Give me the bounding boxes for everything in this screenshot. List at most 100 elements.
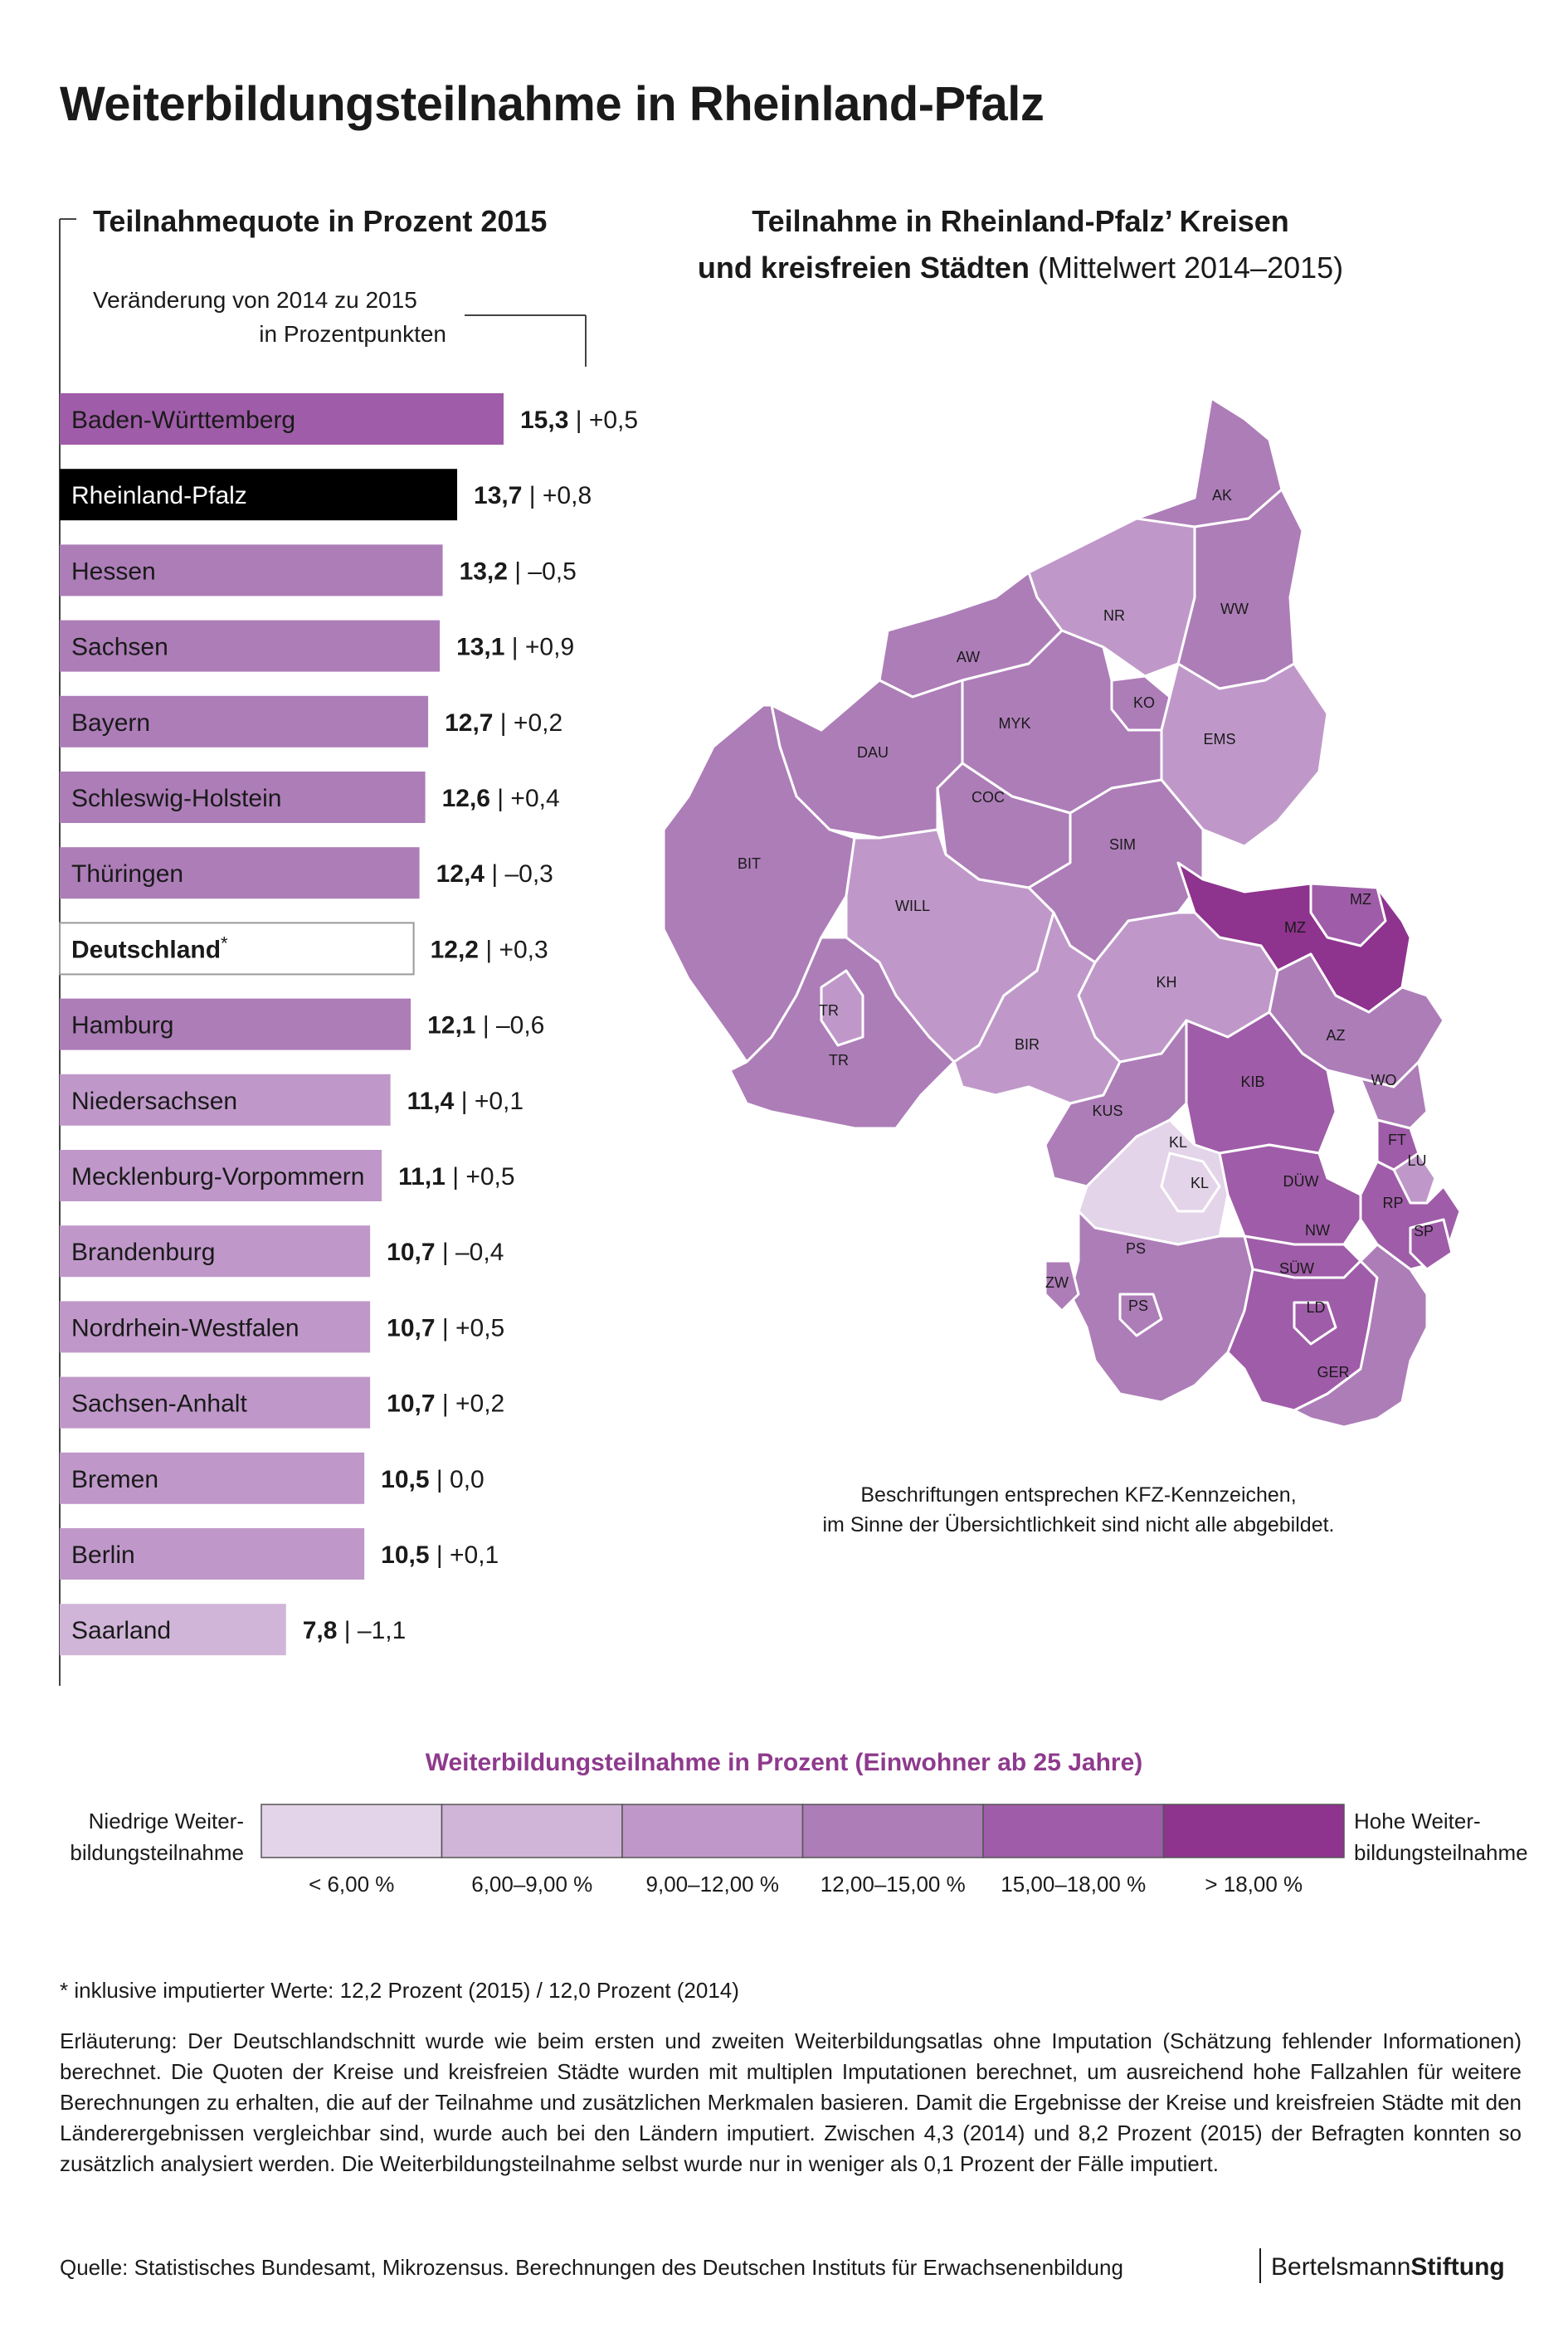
source-note: Quelle: Statistisches Bundesamt, Mikroze… bbox=[60, 2255, 1123, 2280]
region-mz bbox=[1309, 882, 1387, 947]
bar-category-label: Bremen bbox=[71, 1466, 158, 1493]
map-note-line1: Beschriftungen entsprechen KFZ-Kennzeich… bbox=[860, 1483, 1297, 1507]
map-region-label: LU bbox=[1407, 1152, 1426, 1169]
map-title-rest: (Mittelwert 2014–2015) bbox=[1029, 251, 1344, 285]
bar-category-label: Saarland bbox=[71, 1617, 171, 1644]
color-legend: < 6,00 % 6,00–9,00 % 9,00–12,00 % 12,00–15,… bbox=[261, 1804, 1345, 1897]
legend-swatch bbox=[982, 1804, 1165, 1858]
bar-value-label: 12,1 | –0,6 bbox=[427, 1012, 544, 1040]
legend-class-label: > 18,00 % bbox=[1205, 1872, 1303, 1897]
change-label-line1: Veränderung von 2014 zu 2015 bbox=[93, 287, 417, 313]
map-region-label: SIM bbox=[1109, 836, 1136, 853]
legend-high-label-line2: bildungsteilnahme bbox=[1354, 1840, 1528, 1865]
legend-swatch bbox=[621, 1804, 804, 1858]
bar-value-label: 13,7 | +0,8 bbox=[474, 482, 592, 509]
bar-category-label: Mecklenburg-Vorpommern bbox=[71, 1163, 364, 1191]
legend-swatch bbox=[801, 1804, 984, 1858]
bar-value-label: 12,7 | +0,2 bbox=[445, 709, 562, 737]
legend-class-label: 12,00–15,00 % bbox=[821, 1872, 966, 1897]
bar-value-label: 13,2 | –0,5 bbox=[460, 558, 577, 585]
region-zw bbox=[1044, 1259, 1080, 1312]
bar bbox=[60, 695, 429, 747]
bar bbox=[60, 1528, 365, 1580]
map-region-label: COC bbox=[971, 789, 1005, 806]
map-region-label: BIR bbox=[1015, 1036, 1040, 1053]
footnote: * inklusive imputierter Werte: 12,2 Proz… bbox=[60, 1978, 739, 2003]
page-title: Weiterbildungsteilnahme in Rheinland-Pfa… bbox=[60, 77, 1045, 131]
map-region-label: WO bbox=[1371, 1072, 1397, 1088]
legend-swatch bbox=[441, 1804, 623, 1858]
map-region-label: NR bbox=[1103, 607, 1125, 624]
brand-divider bbox=[1259, 2248, 1261, 2283]
bar-category-label: Nordrhein-Westfalen bbox=[71, 1314, 299, 1342]
bar-value-label: 12,6 | +0,4 bbox=[442, 785, 560, 812]
region-sp bbox=[1409, 1218, 1454, 1271]
legend-swatch bbox=[1162, 1804, 1345, 1858]
bar-category-label: Bayern bbox=[71, 709, 150, 737]
map-region-label: WW bbox=[1220, 601, 1249, 617]
region-ps-rural bbox=[1069, 1210, 1254, 1404]
legend-class-label: 9,00–12,00 % bbox=[646, 1872, 779, 1897]
region-kl bbox=[1160, 1152, 1221, 1213]
region-kib bbox=[1185, 1010, 1337, 1155]
map-region-label: SP bbox=[1414, 1223, 1434, 1239]
bar-value-label: 11,1 | +0,5 bbox=[398, 1163, 514, 1191]
bar-value-label: 10,7 | +0,5 bbox=[387, 1314, 504, 1342]
bar-value-label: 12,4 | –0,3 bbox=[436, 860, 553, 888]
map-region-label: AW bbox=[957, 649, 980, 665]
bar-value-label: 7,8 | –1,1 bbox=[303, 1617, 407, 1644]
bar bbox=[60, 393, 504, 445]
map-region-label: MZ bbox=[1350, 891, 1371, 908]
map-title-line2: und kreisfreien Städten (Mittelwert 2014… bbox=[647, 251, 1394, 285]
bar bbox=[60, 1074, 391, 1126]
region-ps bbox=[1118, 1293, 1163, 1337]
bar-value-label: 11,4 | +0,1 bbox=[407, 1088, 523, 1115]
bar bbox=[60, 772, 426, 823]
legend-class-label: < 6,00 % bbox=[309, 1872, 394, 1897]
bar-category-label: Hamburg bbox=[71, 1012, 173, 1040]
map-region-label: MYK bbox=[998, 715, 1030, 732]
map-region-label: KL bbox=[1191, 1175, 1209, 1191]
bar-category-label: Deutschland* bbox=[71, 933, 228, 963]
bar-category-label: Sachsen-Anhalt bbox=[71, 1390, 247, 1418]
bar bbox=[60, 1604, 286, 1656]
bar-group: Baden-Württemberg 15,3 | +0,5 Rheinland-Pf… bbox=[59, 393, 638, 1656]
bar-value-label: 10,5 | +0,1 bbox=[381, 1541, 499, 1569]
bar-category-label: Rheinland-Pfalz bbox=[71, 482, 247, 509]
map-region-label: PS bbox=[1128, 1298, 1148, 1314]
map-region-label: KIB bbox=[1240, 1074, 1264, 1090]
legend-swatch bbox=[261, 1804, 443, 1858]
region-duew bbox=[1218, 1143, 1362, 1246]
brand-part1: Bertelsmann bbox=[1271, 2253, 1411, 2281]
bar bbox=[59, 922, 415, 976]
bar bbox=[60, 1225, 371, 1278]
bar-value-label: 13,1 | +0,9 bbox=[456, 634, 574, 661]
bar bbox=[60, 620, 441, 672]
map-region-label: PS bbox=[1126, 1240, 1146, 1257]
map-note-line2: im Sinne der Übersichtlichkeit sind nich… bbox=[822, 1513, 1335, 1536]
bar-value-label: 10,7 | –0,4 bbox=[387, 1239, 504, 1266]
map-region-label: ZW bbox=[1045, 1274, 1069, 1291]
map-region-label: AZ bbox=[1326, 1027, 1345, 1044]
map-region-label: SÜW bbox=[1279, 1260, 1314, 1277]
bar-value-label: 12,2 | +0,3 bbox=[431, 936, 548, 963]
map-region-label: NW bbox=[1305, 1222, 1330, 1239]
map-region-label: WILL bbox=[895, 898, 930, 914]
map-region-label: DAU bbox=[857, 744, 889, 761]
map-region-label: LD bbox=[1306, 1299, 1325, 1316]
bar-category-label: Baden-Württemberg bbox=[71, 407, 295, 434]
bar bbox=[60, 998, 411, 1050]
bar bbox=[60, 1376, 371, 1429]
map-title-line1: Teilnahme in Rheinland-Pfalz’ Kreisen bbox=[752, 204, 1289, 238]
bar-category-label: Sachsen bbox=[71, 634, 168, 661]
region-az bbox=[1268, 952, 1445, 1088]
rlp-map: AK NR WW AW KO MYK EMS DAU COC SIM BIT WILL MZ MZ KH TR… bbox=[662, 397, 1462, 1429]
map-region-label: EMS bbox=[1203, 731, 1235, 747]
bar-value-label: 10,5 | 0,0 bbox=[381, 1466, 485, 1493]
map-region-label: KL bbox=[1169, 1134, 1187, 1151]
legend-title: Weiterbildungsteilnahme in Prozent (Einw… bbox=[425, 1749, 1143, 1776]
legend-low-label-line2: bildungsteilnahme bbox=[70, 1840, 244, 1865]
bar-chart: Baden-Württemberg 15,3 | +0,5 Rheinland-Pf… bbox=[59, 218, 638, 1686]
map-region-label: AK bbox=[1212, 487, 1232, 504]
bar bbox=[60, 1301, 371, 1353]
